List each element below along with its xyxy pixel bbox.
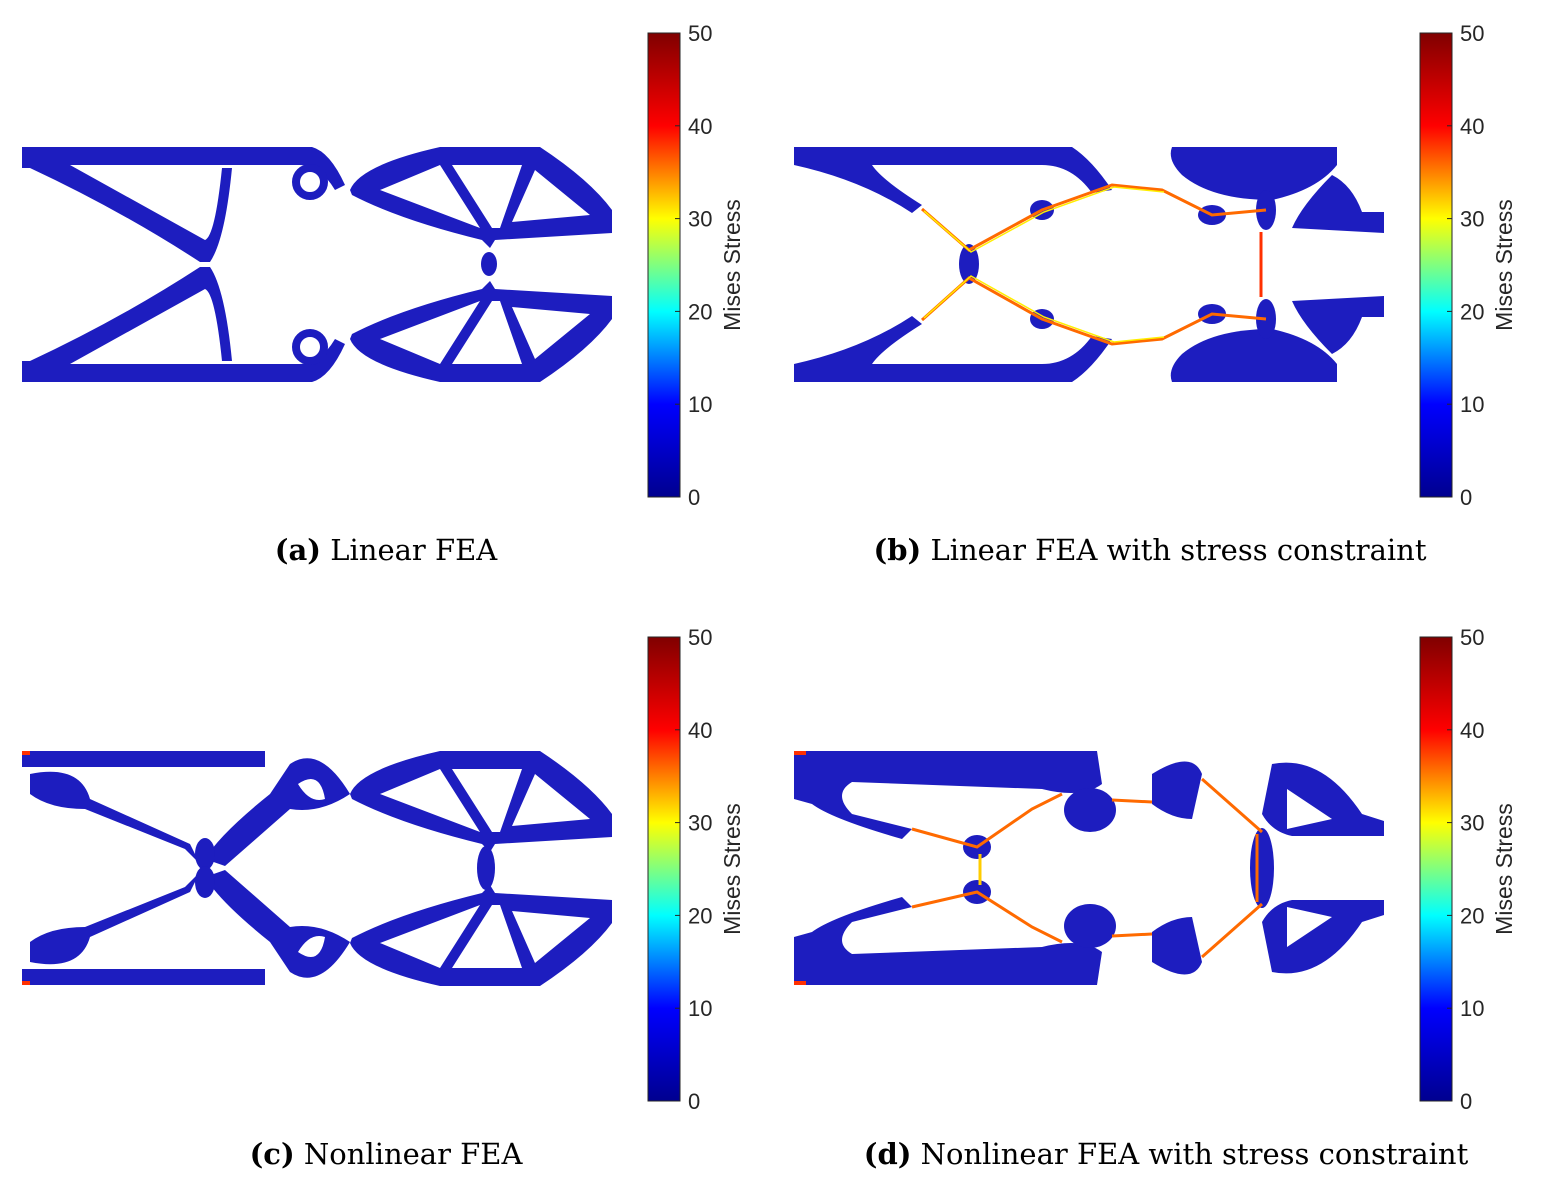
colorbar-tick-label: 50 — [688, 625, 712, 650]
caption-d: (d) Nonlinear FEA with stress constraint — [780, 1137, 1544, 1171]
colorbar-tick-label: 10 — [1460, 392, 1484, 417]
colorbar-title: Mises Stress — [719, 803, 745, 935]
stressed-members-d — [794, 751, 1263, 985]
caption-b-text: Linear FEA with stress constraint — [930, 533, 1427, 567]
colorbar-gradient — [647, 636, 681, 1102]
caption-c-text: Nonlinear FEA — [303, 1137, 523, 1171]
colorbar-c: 0 10 20 30 40 50 Mises Stress — [647, 625, 745, 1114]
colorbar-tick-label: 50 — [1460, 625, 1484, 650]
colorbar-tick-label: 20 — [688, 903, 712, 928]
caption-a: (a) Linear FEA — [0, 533, 772, 567]
panel-b: 0 10 20 30 40 50 Mises Stress (b) Linear FEA w… — [772, 0, 1544, 595]
colorbar-tick-label: 20 — [1460, 299, 1484, 324]
colorbar-tick-label: 0 — [1460, 485, 1472, 510]
colorbar-title: Mises Stress — [1491, 803, 1517, 935]
colorbar-gradient — [1419, 32, 1453, 498]
panel-c: 0 10 20 30 40 50 Mises Stress (c) Nonlinear FE… — [0, 604, 772, 1190]
colorbar-a: 0 10 20 30 40 50 Mises Stress — [647, 21, 745, 510]
colorbar-gradient — [647, 32, 681, 498]
colorbar-tick-label: 10 — [688, 996, 712, 1021]
colorbar-tick-label: 30 — [1460, 811, 1484, 836]
caption-a-tag: (a) — [274, 533, 322, 567]
colorbar-tick-label: 40 — [688, 718, 712, 743]
colorbar-tick-label: 0 — [688, 1089, 700, 1114]
colorbar-title: Mises Stress — [719, 199, 745, 331]
panel-b-figure: 0 10 20 30 40 50 Mises Stress — [794, 21, 1517, 510]
colorbar-gradient — [1419, 636, 1453, 1102]
caption-b: (b) Linear FEA with stress constraint — [764, 533, 1536, 567]
colorbar-tick-label: 30 — [688, 207, 712, 232]
panel-d: 0 10 20 30 40 50 Mises Stress (d) Nonlinear FE… — [772, 604, 1544, 1190]
colorbar-tick-label: 40 — [1460, 718, 1484, 743]
colorbar-d: 0 10 20 30 40 50 Mises Stress — [1419, 625, 1517, 1114]
panel-a-figure: 0 10 20 30 40 50 Mises Stress — [22, 21, 745, 510]
colorbar-tick-label: 0 — [688, 485, 700, 510]
colorbar-title: Mises Stress — [1491, 199, 1517, 331]
caption-a-text: Linear FEA — [330, 533, 498, 567]
colorbar-tick-label: 30 — [1460, 207, 1484, 232]
colorbar-tick-label: 0 — [1460, 1089, 1472, 1114]
colorbar-tick-label: 30 — [688, 811, 712, 836]
caption-c-tag: (c) — [249, 1137, 295, 1171]
colorbar-tick-label: 50 — [688, 21, 712, 46]
colorbar-tick-label: 40 — [1460, 114, 1484, 139]
panel-a: 0 10 20 30 40 50 Mises Stress (a) Linear FEA — [0, 0, 772, 595]
caption-c: (c) Nonlinear FEA — [0, 1137, 772, 1171]
colorbar-tick-label: 20 — [688, 299, 712, 324]
caption-d-tag: (d) — [863, 1137, 912, 1171]
panel-c-figure: 0 10 20 30 40 50 Mises Stress — [22, 625, 745, 1114]
caption-d-text: Nonlinear FEA with stress constraint — [920, 1137, 1469, 1171]
colorbar-tick-label: 50 — [1460, 21, 1484, 46]
topology-structure-c — [22, 751, 612, 986]
topology-structure-a — [22, 147, 612, 382]
colorbar-b: 0 10 20 30 40 50 Mises Stress — [1419, 21, 1517, 510]
stressed-members-c — [22, 751, 30, 985]
stressed-members-b — [921, 183, 1267, 346]
caption-b-tag: (b) — [873, 533, 922, 567]
colorbar-tick-label: 20 — [1460, 903, 1484, 928]
colorbar-tick-label: 40 — [688, 114, 712, 139]
colorbar-tick-label: 10 — [1460, 996, 1484, 1021]
colorbar-tick-label: 10 — [688, 392, 712, 417]
topology-structure-d — [794, 751, 1384, 985]
topology-structure-b — [794, 147, 1384, 382]
panel-d-figure: 0 10 20 30 40 50 Mises Stress — [794, 625, 1517, 1114]
